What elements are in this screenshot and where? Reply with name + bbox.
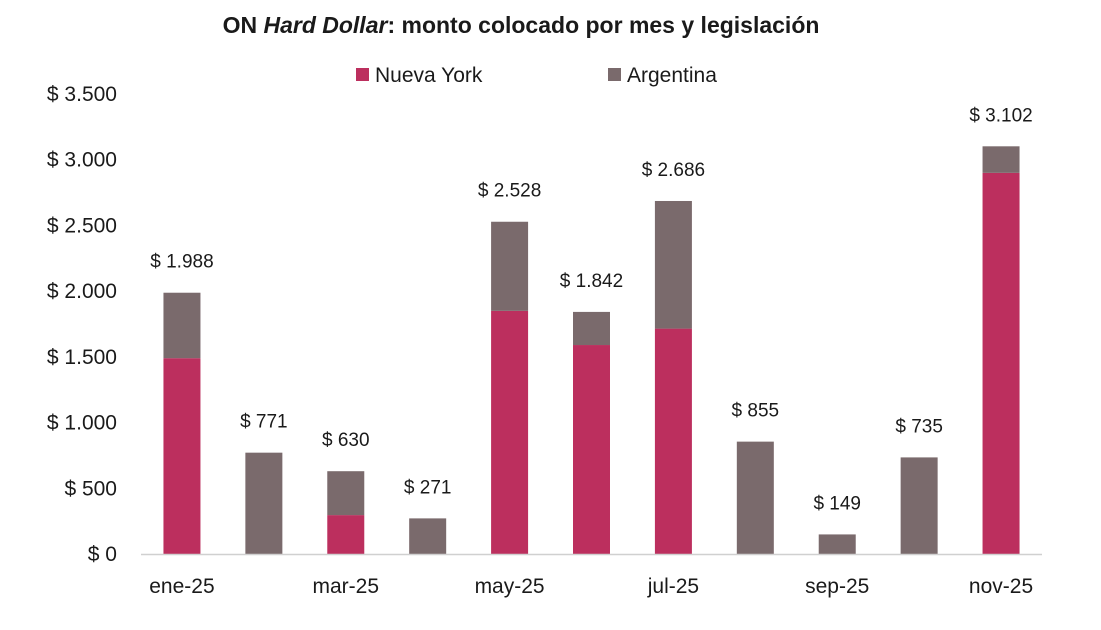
bar-argentina [245,452,283,554]
x-tick-label: may-25 [475,575,545,598]
bar-argentina [491,221,529,311]
bar-argentina [900,457,938,554]
title-part-2: Hard Dollar [263,12,388,38]
bar-argentina [736,441,774,554]
y-tick-label: $ 3.000 [47,149,117,172]
bar-nueva-york [163,358,201,554]
legend-swatch-argentina [608,68,621,81]
bar-total-label: $ 3.102 [969,105,1032,126]
chart-title: ON Hard Dollar: monto colocado por mes y… [0,12,1042,39]
bar-total-label: $ 149 [813,493,861,514]
bar-nueva-york [654,328,692,554]
y-tick-label: $ 0 [88,543,117,566]
y-tick-label: $ 2.500 [47,214,117,237]
y-tick-label: $ 1.500 [47,346,117,369]
y-tick-label: $ 1.000 [47,412,117,435]
bar-argentina [654,200,692,329]
y-tick-label: $ 2.000 [47,280,117,303]
bar-total-label: $ 771 [240,412,288,433]
legend-label-argentina: Argentina [627,64,717,87]
bar-argentina [409,518,447,554]
x-axis: ene-25 mar-25 may-25 jul-25 sep-25 nov-25 [141,553,1042,598]
bar-total-label: $ 630 [322,430,370,451]
bar-nueva-york [573,345,610,554]
legend: Nueva York Argentina [356,64,717,87]
title-part-1: ON [222,12,264,38]
title-part-3: : monto colocado por mes y legislación [387,12,820,38]
bar-total-label: $ 855 [732,401,780,422]
bar-total-label: $ 2.686 [642,160,705,181]
bars [163,146,1020,554]
legend-swatch-nueva-york [356,68,369,81]
bar-argentina [818,534,856,554]
x-tick-label: sep-25 [805,575,869,598]
y-tick-label: $ 3.500 [47,83,117,106]
bar-total-label: $ 2.528 [478,181,541,202]
bar-nueva-york [327,515,365,554]
legend-label-nueva-york: Nueva York [375,64,483,87]
bar-total-label: $ 1.842 [560,271,623,292]
x-tick-label: jul-25 [647,575,699,598]
bar-total-label: $ 735 [895,416,943,437]
bar-argentina [573,311,610,346]
y-tick-label: $ 500 [64,477,117,500]
y-axis: $ 0 $ 500 $ 1.000 $ 1.500 $ 2.000 $ 2.500 $ 3.… [47,83,117,566]
bar-argentina [163,292,201,359]
bar-nueva-york [491,310,529,554]
bar-argentina [982,146,1020,173]
bar-nueva-york [982,172,1020,554]
bar-argentina [327,471,365,516]
bar-total-label: $ 1.988 [150,252,213,273]
x-tick-label: mar-25 [313,575,380,598]
data-labels: $ 1.988 $ 771 $ 630 $ 271 $ 2.528 $ 1.842 $ 2.… [150,105,1032,514]
x-tick-label: nov-25 [969,575,1033,598]
x-tick-label: ene-25 [149,575,214,598]
bar-total-label: $ 271 [404,477,452,498]
